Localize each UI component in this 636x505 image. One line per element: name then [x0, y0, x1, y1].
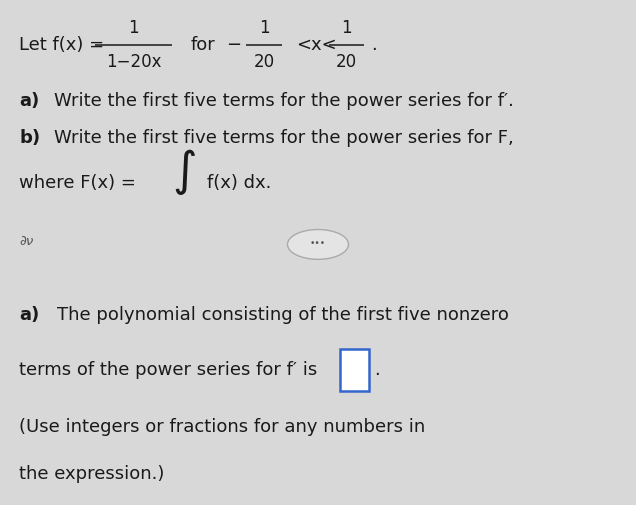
Text: Write the first five terms for the power series for F,: Write the first five terms for the power… [54, 129, 514, 147]
Text: <x<: <x< [296, 36, 336, 54]
Text: (Use integers or fractions for any numbers in: (Use integers or fractions for any numbe… [19, 418, 425, 436]
Text: 1: 1 [259, 19, 269, 36]
Text: a): a) [19, 306, 39, 324]
Text: b): b) [19, 129, 40, 147]
FancyBboxPatch shape [340, 349, 369, 390]
Text: Write the first five terms for the power series for f′.: Write the first five terms for the power… [54, 92, 514, 110]
Text: 20: 20 [253, 53, 275, 71]
Text: The polynomial consisting of the first five nonzero: The polynomial consisting of the first f… [57, 306, 509, 324]
Text: for: for [191, 36, 216, 54]
Text: .: . [371, 36, 377, 54]
Text: 20: 20 [336, 53, 357, 71]
Text: 1−20x: 1−20x [106, 53, 162, 71]
Text: a): a) [19, 92, 39, 110]
Text: 1: 1 [342, 19, 352, 36]
Text: .: . [374, 361, 380, 379]
Text: the expression.): the expression.) [19, 465, 165, 483]
Text: terms of the power series for f′ is: terms of the power series for f′ is [19, 361, 317, 379]
Text: $\int$: $\int$ [172, 147, 197, 197]
Text: ∂ν: ∂ν [19, 235, 33, 248]
Text: 1: 1 [128, 19, 139, 36]
Text: f(x) dx.: f(x) dx. [207, 174, 271, 191]
Text: Let f(x) =: Let f(x) = [19, 36, 110, 54]
Text: where F(x) =: where F(x) = [19, 174, 136, 191]
Text: •••: ••• [310, 239, 326, 248]
Ellipse shape [287, 229, 349, 260]
Text: −: − [226, 36, 241, 54]
